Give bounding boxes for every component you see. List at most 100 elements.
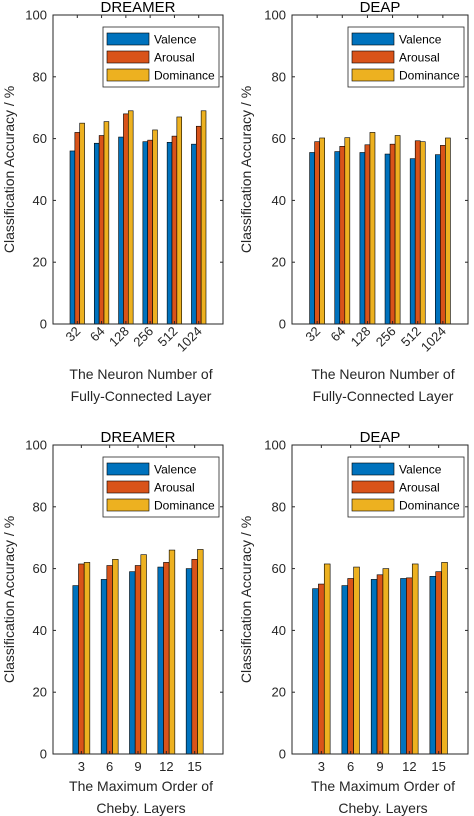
x-axis-label-line: Fully-Connected Layer [71, 388, 212, 404]
bar-arousal-256 [147, 139, 153, 325]
chart-panel-dreamer-cheby: DREAMER Classification Accuracy / % 0 20 40 6… [1, 429, 224, 816]
chart-title: DREAMER [100, 429, 175, 446]
legend-label-valence: Valence [399, 463, 442, 477]
x-axis-label-line: The Maximum Order of [311, 778, 455, 794]
bar-arousal-3 [318, 583, 325, 755]
x-tick-label: 3 [318, 759, 325, 774]
bar-arousal-512 [171, 135, 178, 325]
bar-arousal-3 [78, 563, 85, 755]
chart-panel-deap-neurons: DEAP Classification Accuracy / % 0 20 40 60 80… [238, 0, 469, 404]
bar-valence-12 [400, 578, 407, 755]
bar-arousal-12 [163, 562, 170, 755]
bar-valence-6 [341, 585, 349, 755]
y-tick-label: 40 [33, 623, 47, 638]
bar-valence-512 [409, 158, 416, 325]
legend-swatch-arousal [106, 480, 150, 494]
bar-valence-9 [129, 571, 136, 755]
bar-valence-12 [157, 566, 164, 755]
x-tick-label: 128 [106, 324, 132, 350]
y-tick-label: 0 [279, 317, 286, 332]
bar-dominance-128 [369, 132, 376, 325]
bar-valence-9 [370, 579, 378, 755]
x-tick-label: 9 [134, 759, 141, 774]
bar-arousal-128 [364, 144, 371, 325]
bar-arousal-64 [98, 135, 105, 325]
bar-arousal-6 [347, 578, 354, 755]
bar-valence-32 [309, 152, 315, 325]
bar-arousal-9 [376, 574, 384, 755]
bar-arousal-6 [106, 565, 113, 755]
bar-dominance-9 [382, 568, 390, 755]
y-tick-label: 100 [264, 438, 286, 453]
plot-frame [291, 14, 469, 325]
legend-label-dominance: Dominance [154, 69, 215, 83]
legend-swatch-valence [351, 32, 395, 46]
bar-valence-512 [166, 142, 173, 325]
y-tick-label: 40 [272, 623, 286, 638]
bar-dominance-6 [353, 566, 360, 755]
x-axis-label-line: Cheby. Layers [338, 800, 427, 816]
y-tick-label: 0 [279, 747, 286, 762]
bar-dominance-32 [319, 137, 325, 325]
bar-dominance-1024 [445, 137, 451, 325]
y-axis-label: Classification Accuracy / % [238, 86, 254, 253]
x-tick-label: 6 [106, 759, 113, 774]
legend-swatch-valence [106, 462, 150, 476]
legend-label-dominance: Dominance [399, 69, 460, 83]
y-tick-label: 40 [272, 193, 286, 208]
y-tick-label: 20 [33, 685, 47, 700]
bar-dominance-12 [168, 549, 176, 755]
bar-valence-15 [185, 568, 193, 755]
x-tick-label: 15 [187, 759, 201, 774]
bar-arousal-32 [74, 132, 81, 325]
bar-valence-64 [334, 151, 341, 325]
bar-valence-256 [142, 141, 149, 325]
bar-arousal-512 [414, 140, 421, 325]
chart-panel-deap-cheby: DEAP Classification Accuracy / % 0 20 40 60 80… [238, 429, 469, 816]
x-axis-label-line: The Maximum Order of [69, 778, 213, 794]
legend-label-arousal: Arousal [154, 51, 195, 65]
y-tick-label: 60 [272, 561, 286, 576]
bar-valence-15 [429, 576, 437, 755]
y-tick-label: 100 [264, 8, 286, 23]
x-axis-label-line: Fully-Connected Layer [313, 388, 454, 404]
y-tick-label: 0 [40, 317, 47, 332]
bar-dominance-32 [79, 122, 85, 325]
bar-dominance-15 [197, 549, 204, 755]
bar-dominance-1024 [200, 110, 207, 325]
bar-arousal-128 [123, 113, 129, 325]
y-tick-label: 100 [25, 438, 47, 453]
x-tick-label: 256 [130, 324, 156, 350]
bar-dominance-9 [140, 554, 147, 755]
x-tick-label: 1024 [174, 324, 205, 355]
legend-label-dominance: Dominance [154, 499, 215, 513]
x-tick-label: 64 [87, 324, 108, 345]
plot-frame [291, 444, 469, 755]
legend-label-valence: Valence [399, 33, 442, 47]
y-tick-label: 40 [33, 193, 47, 208]
x-tick-label: 64 [328, 324, 349, 345]
bar-dominance-64 [103, 121, 110, 325]
x-tick-label: 3 [78, 759, 85, 774]
bar-valence-6 [100, 579, 108, 755]
chart-panel-dreamer-neurons: DREAMER Classification Accuracy / % 0 20 40 6… [1, 0, 224, 404]
legend-swatch-dominance [106, 498, 150, 512]
bar-valence-128 [118, 136, 124, 325]
legend-label-valence: Valence [154, 463, 197, 477]
y-tick-label: 20 [272, 685, 286, 700]
legend-label-valence: Valence [154, 33, 197, 47]
bar-dominance-256 [152, 129, 158, 325]
bar-valence-1024 [191, 143, 197, 325]
bar-dominance-128 [127, 110, 134, 325]
x-tick-label: 15 [431, 759, 445, 774]
bar-dominance-512 [419, 141, 426, 325]
bar-arousal-12 [406, 577, 413, 755]
legend-label-arousal: Arousal [399, 481, 440, 495]
x-tick-label: 12 [402, 759, 416, 774]
bar-arousal-1024 [440, 145, 446, 325]
x-tick-label: 6 [347, 759, 354, 774]
bar-arousal-9 [134, 565, 142, 755]
chart-title: DREAMER [100, 0, 175, 16]
x-tick-label: 32 [63, 324, 84, 345]
chart-title: DEAP [360, 429, 401, 446]
